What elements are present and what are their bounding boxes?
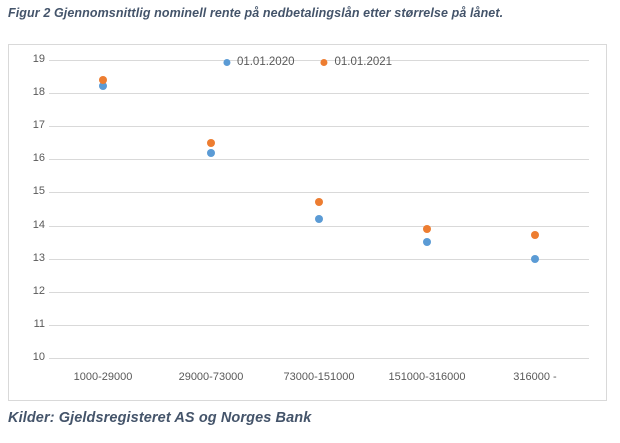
source-caption: Kilder: Gjeldsregisteret AS og Norges Ba… [8,410,312,426]
y-axis-tick-label: 15 [32,185,45,197]
y-gridline [49,292,589,293]
y-axis-tick-label: 10 [32,351,45,363]
legend-item-01.01.2020: 01.01.2020 [222,56,295,68]
y-gridline [49,60,589,61]
scatter-point-01.01.2020 [99,82,107,90]
legend-item-01.01.2021: 01.01.2021 [320,56,393,68]
chart-legend: 01.01.2020 01.01.2021 [222,56,393,68]
scatter-point-01.01.2021 [207,139,215,147]
y-gridline [49,192,589,193]
scatter-point-01.01.2020 [207,149,215,157]
y-gridline [49,226,589,227]
scatter-point-01.01.2021 [531,231,539,239]
y-axis-tick-label: 14 [32,219,45,231]
y-axis-tick-label: 17 [32,119,45,131]
y-axis-tick-label: 11 [33,318,45,330]
scatter-point-01.01.2021 [315,198,323,206]
y-gridline [49,126,589,127]
scatter-point-01.01.2020 [315,215,323,223]
y-axis-tick-label: 19 [32,53,45,65]
chart-area: 01.01.2020 01.01.2021 10 11 12 13 14 15 16 17 18 1… [8,44,607,401]
legend-label: 01.01.2020 [236,56,295,68]
y-axis-tick-label: 16 [32,152,45,164]
figure-title: Figur 2 Gjennomsnittlig nominell rente p… [8,6,504,20]
x-axis-category-label: 73000-151000 [283,371,355,383]
y-axis-tick-label: 18 [32,86,45,98]
x-axis-category-label: 151000-316000 [388,371,466,383]
scatter-point-01.01.2020 [531,255,539,263]
y-gridline [49,358,589,359]
x-axis-category-label: 29000-73000 [178,371,244,383]
y-gridline [49,325,589,326]
y-axis-tick-label: 12 [32,285,45,297]
legend-marker-icon [320,58,328,66]
y-gridline [49,159,589,160]
legend-marker-icon [222,58,230,66]
scatter-point-01.01.2021 [423,225,431,233]
y-axis-tick-label: 13 [32,252,45,264]
scatter-point-01.01.2020 [423,238,431,246]
scatter-point-01.01.2021 [99,76,107,84]
legend-label: 01.01.2021 [334,56,393,68]
x-axis-category-label: 1000-29000 [73,371,133,383]
x-axis-category-label: 316000 - [513,371,557,383]
y-gridline [49,93,589,94]
y-gridline [49,259,589,260]
